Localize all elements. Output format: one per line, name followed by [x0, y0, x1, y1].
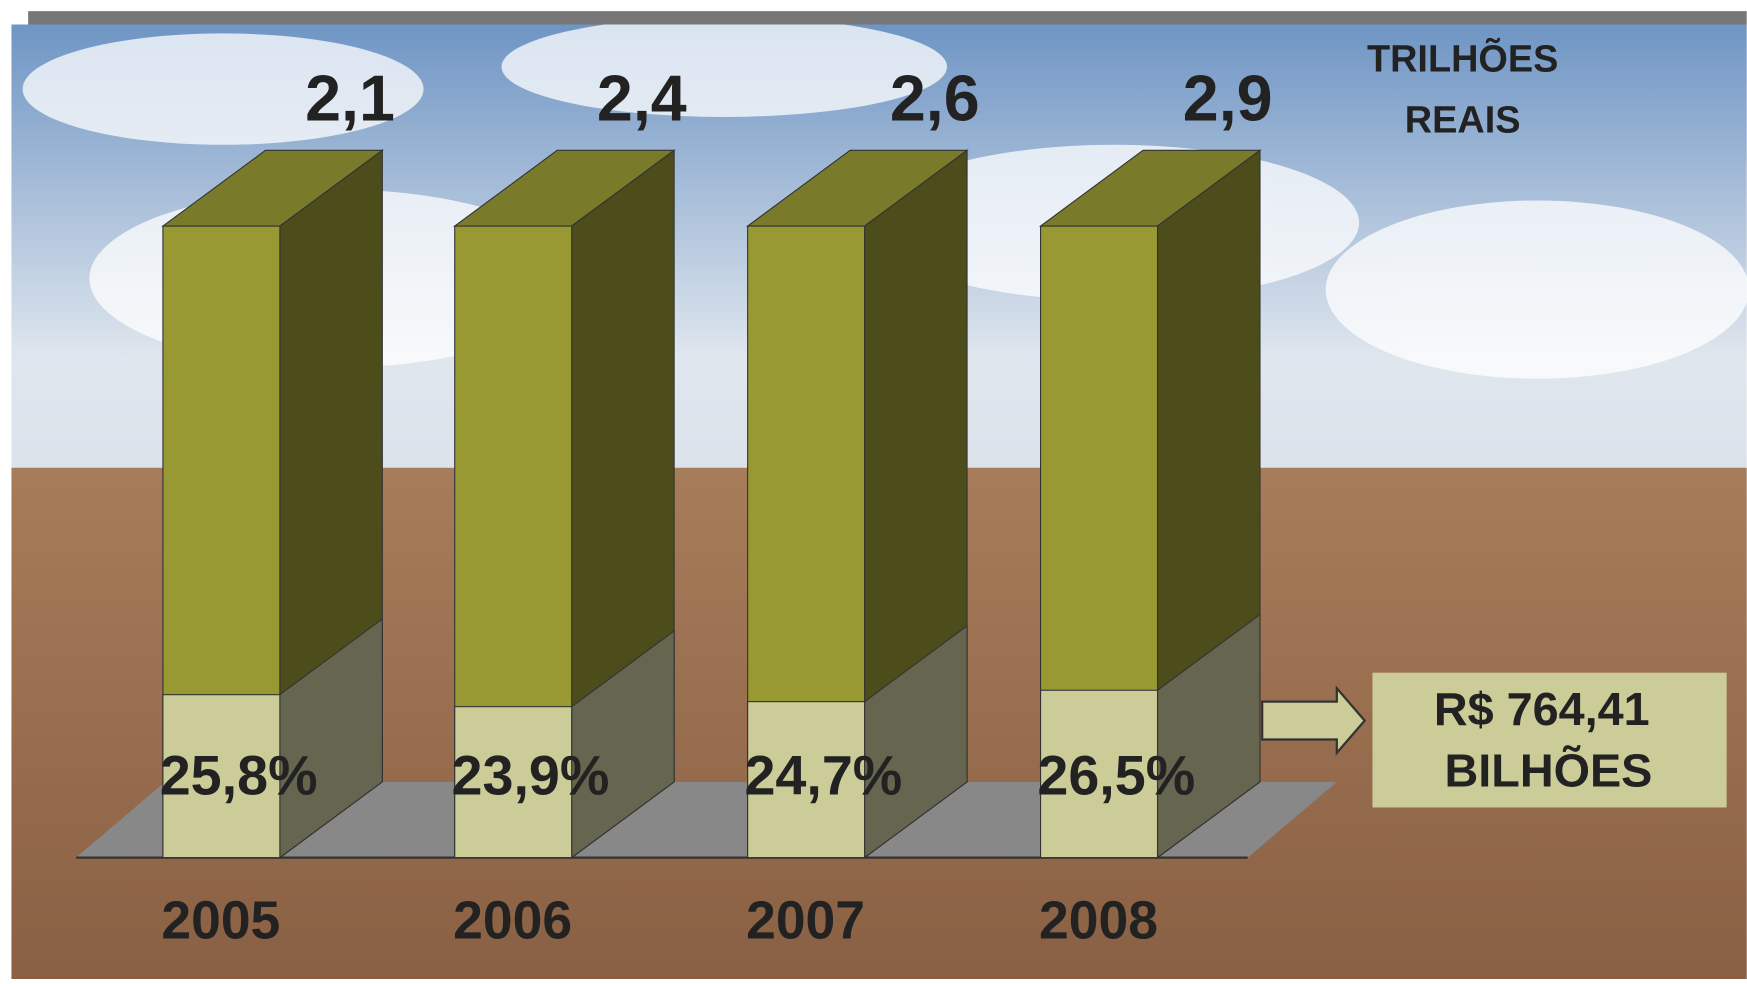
- x-tick-label: 2006: [453, 892, 572, 951]
- annotation: BILHÕES: [1445, 744, 1653, 796]
- x-tick-label: 2005: [161, 892, 280, 951]
- x-tick-label: 2007: [746, 892, 865, 951]
- unit-label: REAIS: [1405, 100, 1521, 142]
- total-label: 2,6: [890, 63, 980, 135]
- total-label: 2,4: [597, 63, 687, 135]
- value-label: 25,8%: [160, 744, 318, 806]
- value-label: 26,5%: [1037, 744, 1195, 806]
- total-label: 2,1: [305, 63, 395, 135]
- bar: [454, 706, 573, 859]
- bar: [1040, 689, 1159, 859]
- arrow: [1261, 685, 1367, 756]
- total-label: 2,9: [1183, 63, 1273, 135]
- floor: [76, 781, 1337, 858]
- value-label: 24,7%: [744, 744, 902, 806]
- x-tick-label: 2008: [1039, 892, 1158, 951]
- unit-label: TRILHÕES: [1367, 36, 1558, 80]
- bar: [162, 694, 281, 859]
- value-label: 23,9%: [452, 744, 610, 806]
- top-bar: [28, 11, 1747, 25]
- annotation: R$ 764,41: [1434, 683, 1650, 735]
- annotation-box: [1372, 672, 1727, 808]
- bar: [747, 701, 866, 859]
